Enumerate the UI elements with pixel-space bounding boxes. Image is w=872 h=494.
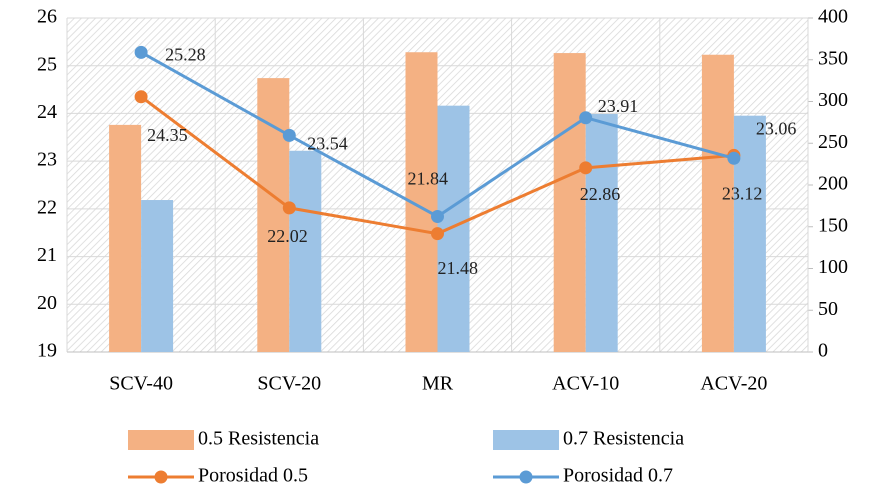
data-label: 22.86	[580, 184, 621, 204]
legend-label: 0.7 Resistencia	[563, 428, 684, 450]
legend-swatch	[128, 430, 194, 450]
x-tick-label: ACV-10	[552, 373, 619, 395]
marker	[579, 161, 593, 175]
y2-tick-label: 200	[818, 173, 848, 195]
data-label: 22.02	[267, 226, 308, 246]
marker	[134, 90, 148, 104]
data-label: 23.91	[598, 96, 639, 116]
marker	[727, 151, 741, 165]
bar	[289, 150, 322, 352]
legend-label: Porosidad 0.5	[198, 465, 308, 487]
marker	[134, 45, 148, 59]
data-label: 24.35	[147, 125, 188, 145]
y-tick-label: 24	[37, 101, 57, 123]
x-tick-label: ACV-20	[700, 373, 767, 395]
data-label: 25.28	[165, 44, 206, 64]
y2-tick-label: 150	[818, 214, 848, 236]
marker	[431, 209, 444, 223]
marker	[579, 111, 593, 125]
bar	[141, 200, 174, 352]
marker	[282, 201, 296, 215]
marker	[431, 227, 444, 241]
y2-tick-label: 350	[818, 47, 848, 69]
y2-tick-label: 250	[818, 131, 848, 153]
y2-tick-label: 50	[818, 298, 838, 320]
legend-label: Porosidad 0.7	[563, 465, 673, 487]
data-label: 23.06	[756, 118, 797, 138]
legend-marker	[519, 470, 533, 484]
data-label: 21.48	[438, 258, 479, 278]
data-label: 21.84	[408, 169, 449, 189]
legend-swatch	[493, 430, 559, 450]
y-tick-label: 25	[37, 53, 57, 75]
data-label: 23.12	[722, 184, 763, 204]
legend-marker	[154, 470, 168, 484]
legend-label: 0.5 Resistencia	[198, 428, 319, 450]
y-tick-label: 26	[37, 6, 57, 28]
y-tick-label: 20	[37, 292, 57, 314]
y-tick-label: 21	[37, 244, 57, 266]
x-tick-label: SCV-20	[257, 373, 321, 395]
bar	[585, 114, 618, 353]
bar	[701, 54, 734, 353]
x-tick-label: MR	[422, 373, 454, 395]
data-label: 23.54	[307, 134, 348, 154]
x-tick-label: SCV-40	[109, 373, 173, 395]
y-tick-label: 19	[37, 340, 57, 362]
y2-tick-label: 0	[818, 340, 828, 362]
bar	[109, 124, 142, 352]
marker	[282, 128, 296, 142]
y2-tick-label: 400	[818, 6, 848, 28]
bar	[437, 105, 470, 352]
y2-tick-label: 300	[818, 89, 848, 111]
bar	[257, 78, 290, 353]
y-tick-label: 22	[37, 196, 57, 218]
y2-tick-label: 100	[818, 256, 848, 278]
y-tick-label: 23	[37, 149, 57, 171]
bar	[553, 53, 586, 352]
